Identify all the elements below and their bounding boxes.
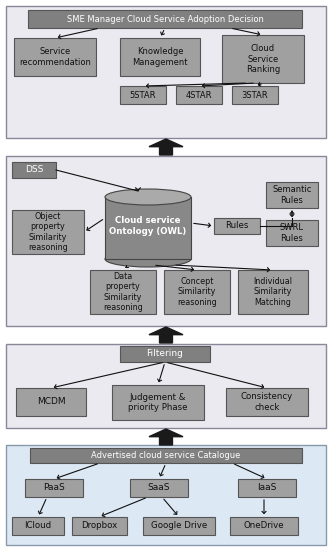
Text: Dropbox: Dropbox [81,522,118,530]
FancyBboxPatch shape [232,86,278,104]
FancyBboxPatch shape [105,197,191,259]
Text: Google Drive: Google Drive [151,522,207,530]
Text: SWRL
Rules: SWRL Rules [280,223,304,243]
FancyBboxPatch shape [6,344,326,428]
Text: Service
recommendation: Service recommendation [19,47,91,66]
Text: Cloud service
Ontology (OWL): Cloud service Ontology (OWL) [109,216,187,236]
Text: Knowledge
Management: Knowledge Management [132,47,188,66]
Text: SaaS: SaaS [148,484,170,492]
Text: Cloud
Service
Ranking: Cloud Service Ranking [246,44,280,74]
Text: MCDM: MCDM [37,397,65,406]
FancyBboxPatch shape [238,479,296,497]
FancyBboxPatch shape [28,10,302,28]
Text: 4STAR: 4STAR [186,91,212,99]
FancyBboxPatch shape [176,86,222,104]
Text: Advertised cloud service Catalogue: Advertised cloud service Catalogue [91,451,241,460]
Polygon shape [149,429,183,445]
FancyBboxPatch shape [90,270,156,314]
FancyBboxPatch shape [120,346,210,362]
FancyBboxPatch shape [266,220,318,246]
FancyBboxPatch shape [266,182,318,208]
FancyBboxPatch shape [6,156,326,326]
FancyBboxPatch shape [12,517,64,535]
Text: OneDrive: OneDrive [244,522,284,530]
Text: DSS: DSS [25,165,43,175]
Text: Semantic
Rules: Semantic Rules [272,186,312,205]
Text: Data
property
Similarity
reasoning: Data property Similarity reasoning [103,272,143,312]
FancyBboxPatch shape [230,517,298,535]
Text: ICloud: ICloud [25,522,51,530]
Polygon shape [149,327,183,343]
FancyBboxPatch shape [16,388,86,416]
Text: PaaS: PaaS [43,484,65,492]
FancyBboxPatch shape [164,270,230,314]
FancyBboxPatch shape [238,270,308,314]
FancyBboxPatch shape [120,38,200,76]
Text: 3STAR: 3STAR [242,91,268,99]
FancyBboxPatch shape [143,517,215,535]
FancyBboxPatch shape [30,448,302,463]
Text: Concept
Similarity
reasoning: Concept Similarity reasoning [177,277,217,307]
Text: IaaS: IaaS [257,484,277,492]
Text: Individual
Similarity
Matching: Individual Similarity Matching [254,277,292,307]
Text: SME Manager Cloud Service Adoption Decision: SME Manager Cloud Service Adoption Decis… [66,14,263,24]
FancyBboxPatch shape [6,6,326,138]
Ellipse shape [105,189,191,205]
FancyBboxPatch shape [120,86,166,104]
FancyBboxPatch shape [12,210,84,254]
Text: Object
property
Similarity
reasoning: Object property Similarity reasoning [28,212,68,252]
FancyBboxPatch shape [112,385,204,420]
Text: 5STAR: 5STAR [130,91,156,99]
Text: Judgement &
priority Phase: Judgement & priority Phase [128,393,188,412]
FancyBboxPatch shape [6,445,326,545]
FancyBboxPatch shape [222,35,304,83]
Text: Consistency
check: Consistency check [241,393,293,412]
Text: Rules: Rules [225,221,249,231]
Ellipse shape [105,251,191,267]
Text: Filtering: Filtering [146,350,184,358]
FancyBboxPatch shape [12,162,56,178]
Polygon shape [149,139,183,155]
FancyBboxPatch shape [25,479,83,497]
FancyBboxPatch shape [226,388,308,416]
FancyBboxPatch shape [72,517,127,535]
FancyBboxPatch shape [130,479,188,497]
FancyBboxPatch shape [214,218,260,234]
FancyBboxPatch shape [14,38,96,76]
